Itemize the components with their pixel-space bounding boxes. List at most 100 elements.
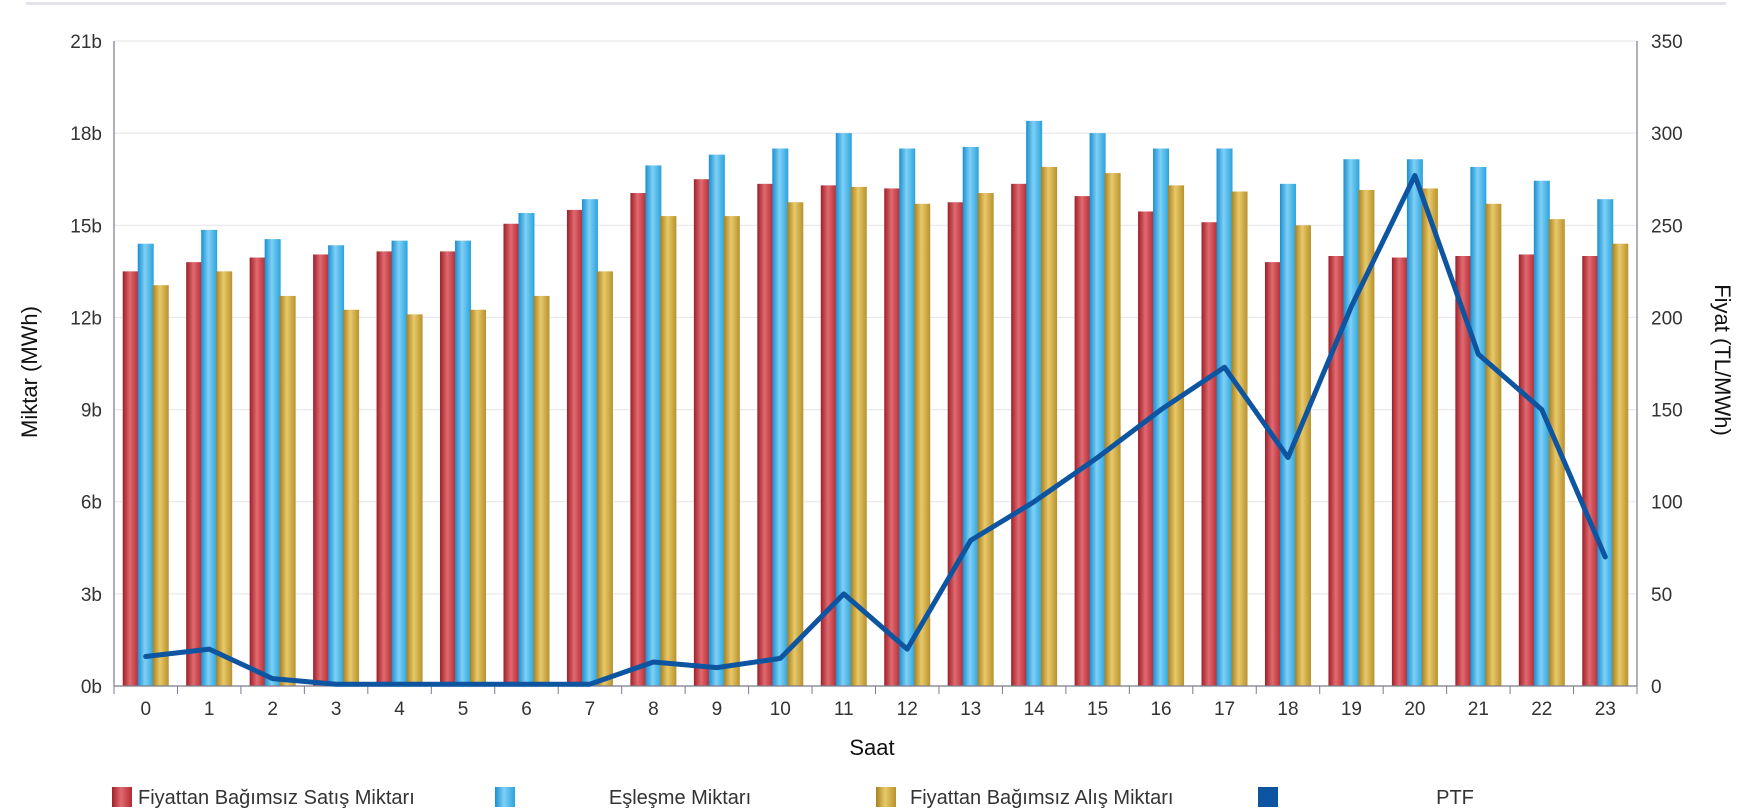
- legend-item-alis[interactable]: Fiyattan Bağımsız Alış Miktarı: [876, 787, 1173, 809]
- bar-alis: [914, 203, 931, 687]
- bar-satis: [1264, 262, 1281, 686]
- x-tick-label: 9: [712, 699, 723, 720]
- legend-label-ptf: PTF: [1436, 787, 1474, 809]
- legend-item-satis[interactable]: Fiyattan Bağımsız Satış Miktarı: [112, 787, 415, 809]
- bar-alis: [1358, 189, 1375, 686]
- bar-eslesme: [1026, 120, 1043, 687]
- y-axis-right-title: Fiyat (TL/MWh): [1710, 284, 1735, 436]
- bar-alis: [596, 271, 613, 686]
- bar-eslesme: [391, 240, 408, 686]
- y-right-tick-label: 150: [1651, 401, 1683, 422]
- bar-satis: [313, 254, 330, 686]
- legend-label-alis: Fiyattan Bağımsız Alış Miktarı: [910, 787, 1173, 809]
- x-tick-label: 6: [521, 699, 532, 720]
- bar-alis: [723, 216, 740, 687]
- bar-satis: [249, 257, 266, 686]
- x-tick-label: 3: [331, 699, 342, 720]
- bar-alis: [1612, 243, 1629, 686]
- bar-satis: [1518, 254, 1535, 686]
- bar-satis: [1455, 256, 1472, 686]
- bar-eslesme: [201, 229, 218, 686]
- x-tick-label: 16: [1150, 699, 1171, 720]
- bar-satis: [630, 193, 647, 687]
- bar-alis: [1104, 173, 1121, 687]
- y-left-tick-label: 12b: [70, 308, 102, 329]
- bar-satis: [1011, 183, 1028, 687]
- x-tick-label: 19: [1341, 699, 1362, 720]
- bar-eslesme: [1216, 148, 1233, 686]
- x-tick-label: 5: [458, 699, 469, 720]
- bar-satis: [186, 262, 203, 686]
- bar-satis: [503, 223, 520, 686]
- ptf-line: [143, 173, 1608, 687]
- bar-alis: [1168, 185, 1185, 686]
- bar-satis: [757, 183, 774, 687]
- grid-lines: [114, 40, 1637, 595]
- bar-alis: [787, 202, 804, 686]
- ptf-line-series: [143, 173, 1608, 687]
- bar-alis: [470, 309, 487, 686]
- legend-swatch-alis: [876, 787, 896, 807]
- bar-alis: [1231, 191, 1248, 686]
- x-tick-label: 18: [1277, 699, 1298, 720]
- y-left-tick-label: 18b: [70, 124, 102, 145]
- bar-alis: [406, 314, 423, 686]
- x-tick-label: 17: [1214, 699, 1235, 720]
- y-left-tick-label: 15b: [70, 216, 102, 237]
- bar-alis: [1041, 166, 1058, 686]
- bar-alis: [1294, 225, 1311, 687]
- bar-satis: [884, 188, 901, 686]
- bar-alis: [216, 271, 233, 686]
- bar-alis: [1421, 188, 1438, 686]
- bar-eslesme: [264, 239, 281, 686]
- x-tick-label: 12: [897, 699, 918, 720]
- bar-eslesme: [835, 133, 852, 687]
- tick-labels: 0b3b6b9b12b15b18b21b05010015020025030035…: [70, 32, 1682, 720]
- bar-eslesme: [518, 213, 535, 686]
- y-right-tick-label: 100: [1651, 493, 1683, 514]
- legend-label-eslesme: Eşleşme Miktarı: [609, 787, 751, 809]
- bar-eslesme: [772, 148, 789, 686]
- x-tick-label: 1: [204, 699, 215, 720]
- bar-eslesme: [708, 154, 725, 687]
- bar-satis: [1328, 256, 1345, 686]
- bar-alis: [533, 295, 550, 686]
- y-axis-left-title: Miktar (MWh): [17, 306, 42, 438]
- x-tick-label: 8: [648, 699, 659, 720]
- bar-eslesme: [1089, 133, 1106, 687]
- y-left-tick-label: 3b: [81, 585, 102, 606]
- top-border: [26, 2, 1726, 5]
- bar-eslesme: [328, 245, 345, 686]
- bar-satis: [947, 202, 964, 686]
- bar-eslesme: [137, 243, 154, 686]
- bar-alis: [977, 193, 994, 687]
- bar-eslesme: [1470, 166, 1487, 686]
- legend-swatch-eslesme: [495, 787, 515, 807]
- x-tick-label: 11: [834, 699, 854, 720]
- x-tick-label: 2: [267, 699, 278, 720]
- bar-satis: [376, 251, 393, 686]
- bar-satis: [1391, 257, 1408, 686]
- x-tick-label: 14: [1024, 699, 1046, 720]
- x-tick-label: 0: [140, 699, 151, 720]
- bars: [122, 120, 1629, 687]
- bar-alis: [1485, 203, 1502, 687]
- bar-eslesme: [1153, 148, 1170, 686]
- legend-item-eslesme[interactable]: Eşleşme Miktarı: [495, 787, 751, 809]
- x-tick-label: 13: [960, 699, 981, 720]
- y-right-tick-label: 50: [1651, 585, 1672, 606]
- legend-item-ptf[interactable]: PTF: [1258, 787, 1474, 809]
- y-left-tick-label: 0b: [81, 677, 102, 698]
- bar-alis: [152, 285, 169, 686]
- legend-swatch-satis: [112, 787, 132, 807]
- bar-alis: [850, 186, 867, 686]
- bar-satis: [1582, 256, 1599, 686]
- bar-alis: [343, 309, 360, 686]
- y-left-tick-label: 21b: [70, 32, 102, 53]
- bar-eslesme: [1343, 159, 1360, 686]
- bar-eslesme: [1406, 159, 1423, 686]
- legend: Fiyattan Bağımsız Satış Miktarı Eşleşme …: [112, 787, 1474, 809]
- bar-eslesme: [581, 199, 598, 686]
- x-tick-label: 21: [1468, 699, 1489, 720]
